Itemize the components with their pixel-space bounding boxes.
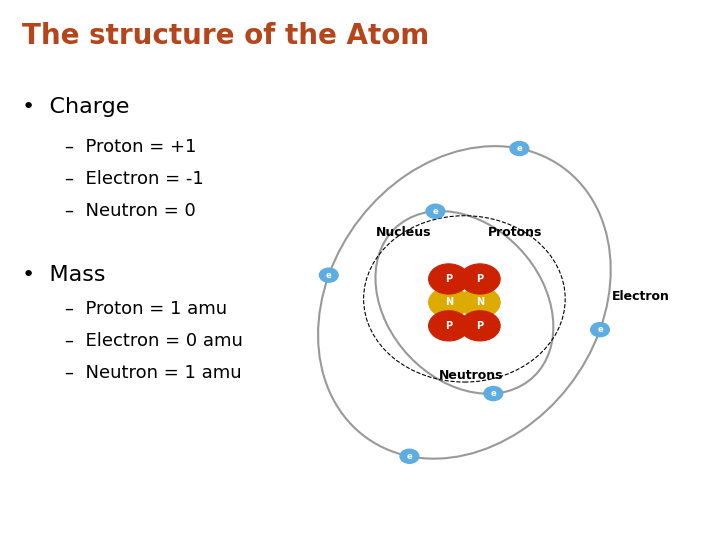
Text: –  Electron = 0 amu: – Electron = 0 amu <box>65 332 243 350</box>
Circle shape <box>460 264 500 294</box>
Text: Nucleus: Nucleus <box>375 226 431 239</box>
Text: e: e <box>490 389 496 398</box>
Text: N: N <box>476 298 484 307</box>
Text: P: P <box>445 274 452 284</box>
Text: N: N <box>445 298 453 307</box>
Text: e: e <box>516 144 522 153</box>
Text: e: e <box>326 271 332 280</box>
Text: P: P <box>445 321 452 331</box>
Circle shape <box>460 310 500 341</box>
Circle shape <box>428 287 469 318</box>
Circle shape <box>426 204 445 218</box>
Text: –  Electron = -1: – Electron = -1 <box>65 170 204 188</box>
Text: •  Mass: • Mass <box>22 265 105 285</box>
Text: –  Neutron = 1 amu: – Neutron = 1 amu <box>65 364 241 382</box>
Text: Protons: Protons <box>487 226 542 239</box>
Text: The structure of the Atom: The structure of the Atom <box>22 22 429 50</box>
Text: P: P <box>477 321 484 331</box>
Circle shape <box>510 141 528 156</box>
Text: Electron: Electron <box>612 291 670 303</box>
Text: e: e <box>407 452 413 461</box>
Circle shape <box>400 449 419 463</box>
Text: e: e <box>433 207 438 216</box>
Text: Neutrons: Neutrons <box>439 369 504 382</box>
Circle shape <box>320 268 338 282</box>
Circle shape <box>590 322 609 336</box>
Text: –  Proton = +1: – Proton = +1 <box>65 138 196 156</box>
Text: P: P <box>477 274 484 284</box>
Text: –  Neutron = 0: – Neutron = 0 <box>65 202 196 220</box>
Text: –  Proton = 1 amu: – Proton = 1 amu <box>65 300 227 318</box>
Circle shape <box>428 310 469 341</box>
Text: •  Charge: • Charge <box>22 97 129 117</box>
Circle shape <box>484 387 503 401</box>
Text: e: e <box>597 325 603 334</box>
Circle shape <box>428 264 469 294</box>
Circle shape <box>460 287 500 318</box>
